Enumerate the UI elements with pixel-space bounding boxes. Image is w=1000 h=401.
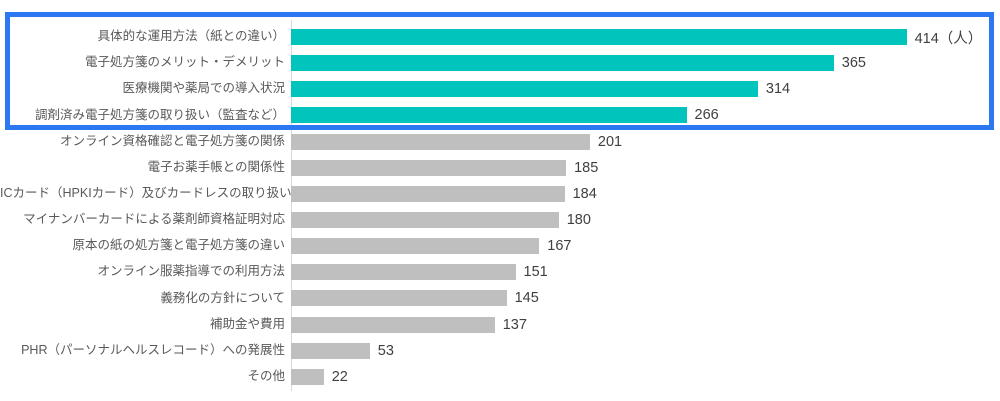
bar[interactable]	[291, 29, 907, 46]
value-label: 167	[547, 238, 572, 255]
value-label: 180	[566, 212, 591, 229]
category-label: ICカード（HPKIカード）及びカードレスの取り扱い	[0, 186, 292, 201]
category-label: オンライン服薬指導での利用方法	[97, 264, 285, 279]
category-label: 原本の紙の処方箋と電子処方箋の違い	[72, 238, 285, 253]
bar-row: その他 22	[0, 364, 1000, 390]
bar[interactable]	[291, 107, 687, 124]
category-label: その他	[247, 369, 285, 384]
bar-area: 266	[291, 102, 1000, 128]
value-label: 266	[694, 107, 719, 124]
category-label: オンライン資格確認と電子処方箋の関係	[59, 133, 285, 148]
bar-row: 原本の紙の処方箋と電子処方箋の違い 167	[0, 233, 1000, 259]
bar[interactable]	[291, 342, 370, 359]
bar-area: 151	[291, 259, 1000, 285]
value-label: 414（人）	[914, 30, 983, 47]
bar-area: 185	[291, 155, 1000, 181]
bar-area: 365	[291, 50, 1000, 76]
value-label: 145	[514, 290, 539, 307]
bar[interactable]	[291, 185, 565, 202]
bar[interactable]	[291, 264, 516, 281]
value-label: 53	[377, 342, 394, 359]
bar-row: 医療機関や薬局での導入状況 314	[0, 76, 1000, 102]
bar-area: 180	[291, 207, 1000, 233]
y-axis-line	[291, 20, 292, 391]
bar-row: 電子処方箋のメリット・デメリット 365	[0, 50, 1000, 76]
value-label: 151	[523, 264, 548, 281]
bar-row: 具体的な運用方法（紙との違い） 414（人）	[0, 24, 1000, 50]
bar-row: マイナンバーカードによる薬剤師資格証明対応 180	[0, 207, 1000, 233]
bar-area: 314	[291, 76, 1000, 102]
bar-area: 167	[291, 233, 1000, 259]
category-label: 調剤済み電子処方箋の取り扱い（監査など）	[34, 107, 285, 122]
bar[interactable]	[291, 212, 559, 229]
bar[interactable]	[291, 81, 758, 98]
bar-area: 145	[291, 285, 1000, 311]
category-label: 義務化の方針について	[160, 290, 285, 305]
bar-area: 184	[291, 181, 1000, 207]
bar-area: 53	[291, 338, 1000, 364]
bar[interactable]	[291, 316, 495, 333]
category-label: 医療機関や薬局での導入状況	[122, 81, 285, 96]
category-label: PHR（パーソナルヘルスレコード）への発展性	[21, 342, 285, 357]
category-label: 電子お薬手帳との関係性	[147, 159, 285, 174]
category-label: 具体的な運用方法（紙との違い）	[97, 29, 285, 44]
bar-row: オンライン服薬指導での利用方法 151	[0, 259, 1000, 285]
bar[interactable]	[291, 159, 567, 176]
value-label: 185	[574, 159, 599, 176]
bar-area: 22	[291, 364, 1000, 390]
value-label: 22	[331, 368, 348, 385]
bar-area: 137	[291, 312, 1000, 338]
category-label: 電子処方箋のメリット・デメリット	[84, 55, 285, 70]
bar-row: 義務化の方針について 145	[0, 285, 1000, 311]
value-label: 314	[765, 81, 791, 98]
bar[interactable]	[291, 368, 324, 385]
bar[interactable]	[291, 133, 590, 150]
bar-area: 201	[291, 129, 1000, 155]
bar-row: 電子お薬手帳との関係性 185	[0, 155, 1000, 181]
bar-row: 補助金や費用 137	[0, 312, 1000, 338]
bar-row: PHR（パーソナルヘルスレコード）への発展性 53	[0, 338, 1000, 364]
bar[interactable]	[291, 55, 834, 72]
category-label: 補助金や費用	[209, 316, 285, 331]
value-label: 137	[502, 316, 527, 333]
bar[interactable]	[291, 290, 507, 307]
bar-row: オンライン資格確認と電子処方箋の関係 201	[0, 129, 1000, 155]
bar-row: 調剤済み電子処方箋の取り扱い（監査など） 266	[0, 102, 1000, 128]
value-label: 365	[841, 55, 866, 72]
value-label: 201	[597, 133, 623, 150]
bar[interactable]	[291, 238, 540, 255]
bar-area: 414（人）	[291, 24, 1000, 50]
value-label: 184	[572, 185, 597, 202]
bar-row: ICカード（HPKIカード）及びカードレスの取り扱い 184	[0, 181, 1000, 207]
rows: 具体的な運用方法（紙との違い） 414（人） 電子処方箋のメリット・デメリット …	[0, 24, 1000, 390]
category-label: マイナンバーカードによる薬剤師資格証明対応	[23, 212, 285, 227]
